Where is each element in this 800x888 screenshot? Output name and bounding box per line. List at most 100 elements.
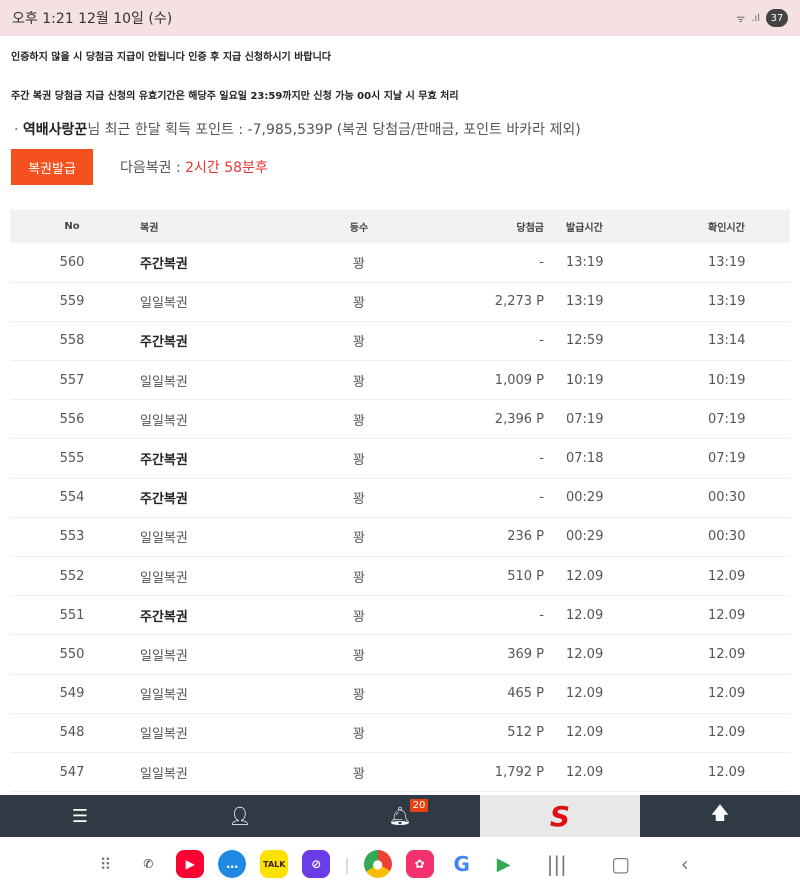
table-cell: 12.09 [664,752,790,793]
play-store-icon[interactable]: ▶ [496,853,511,875]
messages-app-icon[interactable]: … [218,850,247,878]
table-cell: 547 [10,752,134,793]
table-cell: 12.09 [554,595,664,636]
column-header: No [10,210,134,243]
table-cell: 558 [10,321,134,362]
table-cell: 일일복권 [134,360,284,401]
table-cell: 00:30 [664,478,790,518]
bottom-nav: ☰ 👤︎ 🔔︎ 20 S 🡅 [0,795,800,837]
notification-badge: 20 [409,799,429,812]
next-countdown: 2시간 58분후 [185,160,268,176]
table-cell: - [434,243,554,283]
table-cell: 1,792 P [434,752,554,793]
table-cell: 주간복권 [134,595,284,636]
table-cell: 12.09 [664,674,790,714]
column-header: 확인시간 [664,210,790,243]
phone-app-icon[interactable]: ✆ [143,857,154,871]
chrome-app-icon[interactable]: ● [363,850,392,878]
table-cell: 꽝 [284,438,434,479]
table-cell: 00:29 [554,517,664,558]
table-cell: 꽝 [284,478,434,518]
table-cell: 주간복권 [134,243,284,283]
gallery-app-icon[interactable]: ✿ [405,850,434,878]
table-cell: 일일복권 [134,752,284,793]
table-cell: 12.09 [664,713,790,753]
status-time: 오후 1:21 12월 10일 (수) [12,11,173,27]
table-cell: 2,396 P [434,399,554,440]
dock-divider: | [344,854,350,874]
table-cell: 554 [10,478,134,518]
notice-validity: 주간 복권 당첨금 지급 신청의 유효기간은 해당주 일요일 23:59까지만 … [11,91,459,102]
android-dock: ⠿ ✆ ▶ … TALK ⊘ | ● ✿ G ▶ ||| ▢ ‹ [0,840,800,888]
google-app-icon[interactable]: G [453,852,470,876]
table-row: 554 주간복권 꽝 -00:29 00:30 [10,478,790,518]
table-cell: - [434,595,554,636]
table-cell: 13:14 [664,321,790,362]
menu-button[interactable]: ☰ [0,795,160,837]
table-cell: 07:19 [664,399,790,440]
issue-lottery-button[interactable]: 복권발급 [11,149,93,185]
table-cell: 일일복권 [134,282,284,322]
next-label: 다음복권 : [120,160,186,176]
table-cell: 00:30 [664,517,790,558]
scroll-top-button[interactable]: 🡅 [640,795,800,837]
table-cell: 549 [10,674,134,714]
table-cell: 주간복권 [134,478,284,518]
table-cell: 12.09 [554,556,664,597]
table-row: 556 일일복권 꽝 2,396 P 07:19 07:19 [10,399,790,440]
internet-app-icon[interactable]: ⊘ [302,850,331,878]
kakaotalk-app-icon[interactable]: TALK [260,850,289,878]
table-cell: 꽝 [284,634,434,675]
table-cell: 10:19 [664,360,790,401]
table-cell: 556 [10,399,134,440]
table-cell: 12.09 [554,713,664,753]
table-cell: 꽝 [284,321,434,362]
column-header: 당첨금 [434,210,554,243]
table-cell: 12.09 [554,674,664,714]
table-cell: 510 P [434,556,554,597]
column-header: 등수 [284,210,434,243]
apps-grid-icon[interactable]: ⠿ [99,854,112,874]
table-cell: 일일복권 [134,713,284,753]
user-icon: 👤︎ [228,805,252,827]
table-row: 550 일일복권 꽝 369 P 12.09 12.09 [10,634,790,675]
youtube-app-icon[interactable]: ▶ [176,850,205,878]
table-row: 549 일일복권 꽝 465 P 12.09 12.09 [10,674,790,714]
home-button[interactable]: ▢ [611,852,631,876]
table-cell: 꽝 [284,752,434,793]
table-row: 560 주간복권 꽝 -13:19 13:19 [10,243,790,283]
status-bar: 오후 1:21 12월 10일 (수) ᯤ .ıl 37 [0,0,800,36]
table-cell: 12.09 [664,595,790,636]
table-row: 559 일일복권 꽝 2,273 P 13:19 13:19 [10,282,790,322]
home-logo-button[interactable]: S [480,795,640,837]
next-lottery: 다음복권 : 2시간 58분후 [120,157,268,177]
table-cell: - [434,321,554,362]
table-cell: 꽝 [284,243,434,283]
table-cell: 꽝 [284,713,434,753]
column-header: 발급시간 [554,210,664,243]
back-button[interactable]: ‹ [680,852,689,876]
table-cell: 560 [10,243,134,283]
table-row: 551 주간복권 꽝 -12.09 12.09 [10,595,790,636]
table-row: 553 일일복권 꽝 236 P 00:29 00:30 [10,517,790,558]
table-cell: 일일복권 [134,399,284,440]
table-row: 557 일일복권 꽝 1,009 P 10:19 10:19 [10,360,790,401]
wifi-icon: ᯤ [736,14,746,25]
table-cell: 552 [10,556,134,597]
table-row: 555 주간복권 꽝 -07:18 07:19 [10,438,790,479]
recents-button[interactable]: ||| [546,852,567,876]
table-cell: 548 [10,713,134,753]
table-cell: 12:59 [554,321,664,362]
table-cell: 13:19 [664,243,790,283]
table-row: 548 일일복권 꽝 512 P 12.09 12.09 [10,713,790,753]
lottery-table: No 복권 등수 당첨금 발급시간 확인시간 560 주간복권 꽝 -13:19 13:19 559… [10,210,790,793]
table-row: 552 일일복권 꽝 510 P 12.09 12.09 [10,556,790,597]
bell-icon: 🔔︎ [388,805,412,827]
table-cell: 일일복권 [134,517,284,558]
points-text: 님 최근 한달 획득 포인트 : -7,985,539P (복권 당첨금/판매금… [87,122,581,138]
profile-button[interactable]: 👤︎ [160,795,320,837]
notifications-button[interactable]: 🔔︎ 20 [320,795,480,837]
table-cell: 07:18 [554,438,664,479]
table-cell: 2,273 P [434,282,554,322]
table-cell: 512 P [434,713,554,753]
